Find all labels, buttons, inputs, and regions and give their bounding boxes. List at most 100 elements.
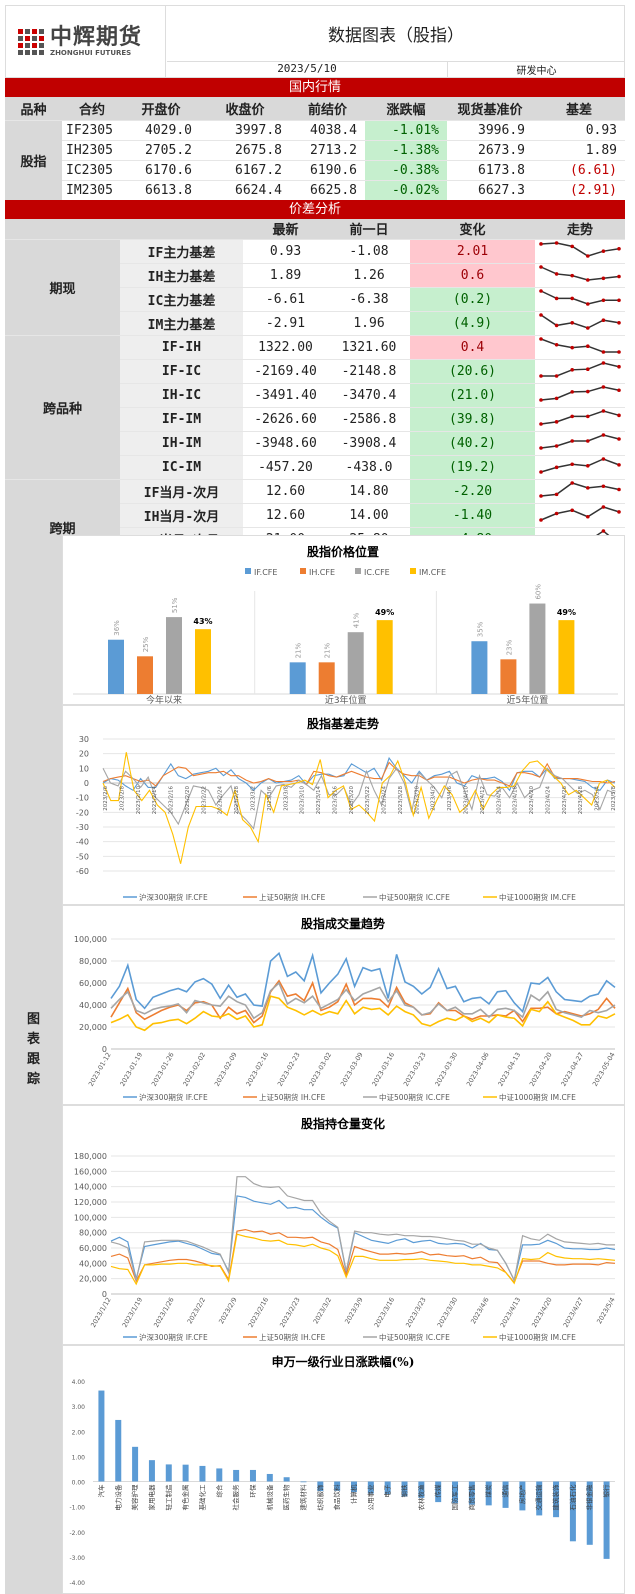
group-label: 期现 xyxy=(5,239,120,336)
sparkline xyxy=(540,433,620,449)
y-tick-label: -50 xyxy=(76,852,89,861)
x-tick-label: 2023/3/24 xyxy=(382,786,388,815)
price-position-chart: 股指价格位置 IF.CFE IH.CFE IC.CFE IM.CFE 36% 25% 51% 4… xyxy=(62,535,625,705)
previous-value: -3908.4 xyxy=(328,431,410,456)
department: 研发中心 xyxy=(447,61,625,78)
category-label: 基础化工 xyxy=(197,1484,206,1511)
spot-price: 6173.8 xyxy=(447,160,533,181)
sparkline xyxy=(540,289,619,305)
bar xyxy=(115,1419,122,1482)
previous-value: 1321.60 xyxy=(328,335,410,360)
table-row: 跨品种 IF-IH 1322.00 1321.60 0.4 xyxy=(5,335,625,480)
y-tick-label: 10 xyxy=(79,764,89,773)
sparkline-point xyxy=(570,461,574,466)
spread-name: IF-IM xyxy=(120,407,243,432)
basis: 0.93 xyxy=(533,120,625,141)
prev-settle: 4038.4 xyxy=(290,120,365,141)
change-value: (19.2) xyxy=(410,455,535,480)
previous-value: -438.0 xyxy=(328,455,410,480)
category-label: 钢铁 xyxy=(400,1484,409,1498)
spread-name: IH-IC xyxy=(120,383,243,408)
bar xyxy=(108,639,124,694)
y-tick-label: -30 xyxy=(76,823,89,832)
sparkline-point xyxy=(586,301,590,306)
sparkline-point xyxy=(554,373,559,378)
x-tick-label: 2023-04-06 xyxy=(465,1051,491,1088)
bar xyxy=(452,1481,459,1504)
latest-value: 12.60 xyxy=(243,503,328,528)
sparkline-point xyxy=(586,389,590,393)
latest-value: 12.60 xyxy=(243,479,328,504)
sparkline-point xyxy=(570,414,574,418)
category-label: 纺织服饰 xyxy=(315,1484,324,1511)
change-value: (21.0) xyxy=(410,383,535,408)
trend-sparkline xyxy=(535,383,625,408)
volume-trend-chart: 股指成交量趋势 100,000 80,000 60,000 40,000 20,000 0 2… xyxy=(62,905,625,1105)
open-price: 6170.6 xyxy=(122,160,200,181)
basis: (6.61) xyxy=(533,160,625,181)
x-tick-label: 2023/3/22 xyxy=(365,786,371,814)
contract: IM2305 xyxy=(62,180,122,201)
latest-value: 1322.00 xyxy=(243,335,328,360)
x-tick-label: 2023/4/10 xyxy=(464,786,470,815)
sparkline-point xyxy=(586,366,590,371)
data-label: 43% xyxy=(193,617,212,626)
x-tick-label: 2023-04-13 xyxy=(496,1051,522,1088)
x-tick-label: 2023-03-23 xyxy=(402,1051,428,1088)
x-tick-label: 2023-02-02 xyxy=(181,1051,207,1088)
table-row: 股指 IF2305 4029.0 3997.8 4038.4 -1.01% 3996.9 0.… xyxy=(5,120,625,201)
group-label: 跨品种 xyxy=(5,335,120,480)
x-tick-label: 2023/2/8 xyxy=(119,786,125,811)
spread-name: IH当月-次月 xyxy=(120,503,243,528)
x-tick-label: 2023/2/20 xyxy=(185,786,191,815)
sparkline xyxy=(540,385,620,401)
x-tick-label: 2023/4/18 xyxy=(513,786,519,815)
series-line xyxy=(110,1195,616,1282)
x-tick-label: 2023-04-20 xyxy=(528,1051,554,1088)
y-tick-label: 2.00 xyxy=(72,1429,86,1436)
x-tick-label: 2023/4/27 xyxy=(562,1296,586,1329)
x-tick-label: 2023/1/12 xyxy=(89,1296,113,1329)
x-tick-label: 2023/1/26 xyxy=(152,1296,176,1329)
x-tick-label: 2023/5/4 xyxy=(595,1296,617,1325)
sparkline-point xyxy=(617,364,621,369)
table-row: IH-IM -3948.60 -3908.4 (40.2) xyxy=(5,431,625,456)
legend-label: 中证500期货 IC.CFE xyxy=(379,892,450,902)
bar xyxy=(166,617,182,694)
sparkline-point xyxy=(601,317,606,322)
trend-sparkline xyxy=(535,503,625,528)
change-value: -2.20 xyxy=(410,479,535,504)
change-pct: -1.01% xyxy=(365,120,447,141)
column-header: 涨跌幅 xyxy=(365,97,447,121)
category-label: 近3年位置 xyxy=(325,694,367,704)
sparkline-point xyxy=(554,443,559,448)
x-tick-label: 2023/2/28 xyxy=(234,786,240,815)
previous-value: -3470.4 xyxy=(328,383,410,408)
column-header: 品种 xyxy=(5,97,62,121)
y-tick-label: 60,000 xyxy=(79,979,107,988)
page-title: 数据图表（股指） xyxy=(328,26,464,46)
y-tick-label: 180,000 xyxy=(74,1152,107,1161)
data-label: 51% xyxy=(171,597,179,613)
sparkline-point xyxy=(617,274,621,278)
sparkline xyxy=(541,361,620,377)
x-tick-label: 2023-02-23 xyxy=(276,1051,302,1088)
x-tick-label: 2023-01-12 xyxy=(87,1051,113,1088)
table-row: IH主力基差 1.89 1.26 0.6 xyxy=(5,263,625,288)
y-tick-label: 0.00 xyxy=(72,1480,86,1487)
x-tick-label: 2023/2/22 xyxy=(201,786,207,814)
x-tick-label: 2023/5/4 xyxy=(595,786,601,811)
category-label: 综合 xyxy=(214,1484,223,1498)
category-label: 汽车 xyxy=(96,1484,105,1498)
x-tick-label: 2023/2/6 xyxy=(103,786,109,811)
category-label: 社会服务 xyxy=(231,1484,240,1511)
bar xyxy=(317,1481,324,1492)
x-tick-label: 2023/3/20 xyxy=(349,786,355,815)
legend-label: 沪深300期货 IF.CFE xyxy=(139,1092,208,1102)
bar xyxy=(500,659,517,694)
column-header: 现货基准价 xyxy=(447,97,533,121)
previous-value: 14.00 xyxy=(328,503,410,528)
category-label: 商贸零售 xyxy=(467,1485,476,1511)
x-tick-label: 2023/2/16 xyxy=(169,786,175,815)
trend-sparkline xyxy=(535,455,625,480)
